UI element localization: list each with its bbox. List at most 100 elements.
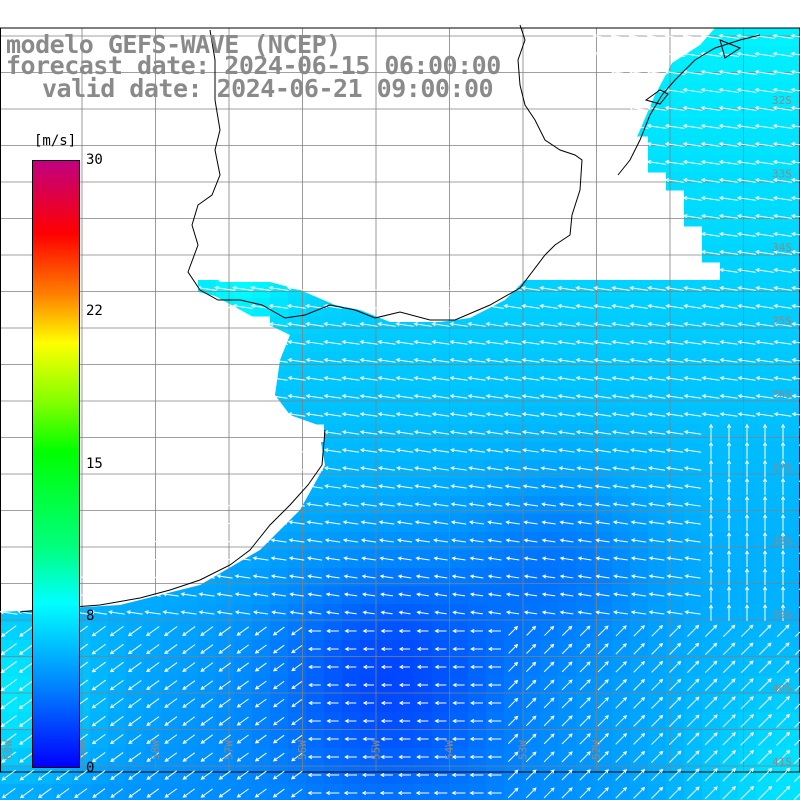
coastline <box>19 24 761 613</box>
wind-arrow <box>433 574 448 579</box>
wind-arrow <box>794 667 800 674</box>
wind-arrow <box>164 788 178 798</box>
wind-arrow <box>146 698 160 709</box>
wind-cell <box>648 784 667 800</box>
wind-arrow <box>108 556 125 561</box>
wind-arrow <box>736 159 757 165</box>
wind-arrow <box>272 788 285 798</box>
wind-arrow <box>216 502 234 507</box>
wind-arrow <box>780 441 786 460</box>
wind-arrow <box>326 736 339 742</box>
wind-arrow <box>379 574 394 579</box>
wind-arrow <box>718 231 739 237</box>
wind-arrow <box>254 698 267 708</box>
wind-arrow <box>343 556 358 561</box>
wind-arrow <box>773 304 792 309</box>
wind-arrow <box>755 394 774 399</box>
wind-arrow <box>558 484 575 489</box>
colorbar-tick-15: 15 <box>86 456 103 472</box>
wind-arrow <box>252 502 269 507</box>
wind-arrow <box>200 662 214 672</box>
wind-arrow <box>361 556 376 561</box>
wind-arrow <box>323 358 342 363</box>
wind-arrow <box>708 477 714 496</box>
wind-arrow <box>469 574 484 579</box>
wind-arrow <box>487 700 502 706</box>
wind-arrow <box>291 734 303 744</box>
wind-arrow <box>362 700 375 706</box>
wind-arrow <box>254 752 267 762</box>
wind-arrow <box>665 376 684 381</box>
wind-arrow <box>218 770 231 780</box>
wind-arrow <box>380 664 392 670</box>
wind-arrow <box>683 412 702 417</box>
wind-arrow <box>576 448 593 453</box>
wind-arrow <box>593 358 612 363</box>
wind-arrow <box>254 716 267 726</box>
wind-arrow <box>521 394 540 399</box>
wind-arrow <box>539 430 558 435</box>
wind-arrow <box>722 786 736 800</box>
wind-arrow <box>128 716 142 727</box>
wind-arrow <box>164 752 178 762</box>
wind-arrow <box>344 718 357 724</box>
latitude-label: 33S <box>772 168 792 181</box>
wind-arrow <box>126 592 143 597</box>
wind-arrow <box>37 769 52 781</box>
wind-arrow <box>762 603 768 622</box>
wind-arrow <box>127 644 142 655</box>
wind-arrow <box>236 770 249 780</box>
wind-arrow <box>561 751 573 763</box>
wind-arrow <box>378 484 395 489</box>
wind-arrow <box>718 195 739 201</box>
wind-arrow <box>615 732 628 745</box>
wind-arrow <box>683 376 702 381</box>
wind-arrow <box>487 592 502 597</box>
wind-arrow <box>629 376 648 381</box>
wind-arrow <box>127 662 142 673</box>
wind-arrow <box>737 304 756 309</box>
wind-cell <box>792 352 800 371</box>
wind-arrow <box>362 736 375 742</box>
wind-arrow <box>718 141 739 147</box>
wind-cell <box>486 784 505 800</box>
wind-cell <box>576 784 595 800</box>
wind-arrow <box>543 751 555 763</box>
wind-arrow <box>1 769 16 781</box>
wind-arrow <box>306 502 323 507</box>
wind-arrow <box>415 772 430 778</box>
wind-arrow <box>719 304 738 309</box>
wind-arrow <box>736 105 757 111</box>
wind-arrow <box>289 592 304 597</box>
wind-arrow <box>704 696 718 710</box>
wind-arrow <box>503 304 522 309</box>
wind-cell <box>594 784 613 800</box>
wind-arrow <box>575 340 594 345</box>
land-mask <box>0 0 715 612</box>
wind-arrow <box>431 394 450 399</box>
wind-arrow <box>269 466 288 471</box>
wind-arrow <box>416 736 429 742</box>
wind-arrow <box>359 430 378 435</box>
wind-arrow <box>146 680 160 691</box>
wind-cell <box>522 784 541 800</box>
wind-arrow <box>163 626 178 637</box>
wind-arrow <box>525 769 537 781</box>
wind-arrow <box>416 754 429 760</box>
wind-cell <box>342 784 361 800</box>
wind-arrow <box>597 787 609 799</box>
wind-arrow <box>486 484 503 489</box>
wind-arrow <box>467 340 486 345</box>
wind-arrow <box>559 592 574 597</box>
wind-arrow <box>613 610 629 615</box>
wind-arrow <box>91 679 106 691</box>
wind-arrow <box>380 772 393 778</box>
wind-arrow <box>288 556 305 561</box>
wind-arrow <box>162 592 179 597</box>
wind-arrow <box>615 696 628 709</box>
wind-arrow <box>341 340 360 345</box>
wind-arrow <box>726 495 732 514</box>
wind-arrow <box>361 592 376 597</box>
wind-arrow <box>665 304 684 309</box>
wind-arrow <box>668 714 682 728</box>
